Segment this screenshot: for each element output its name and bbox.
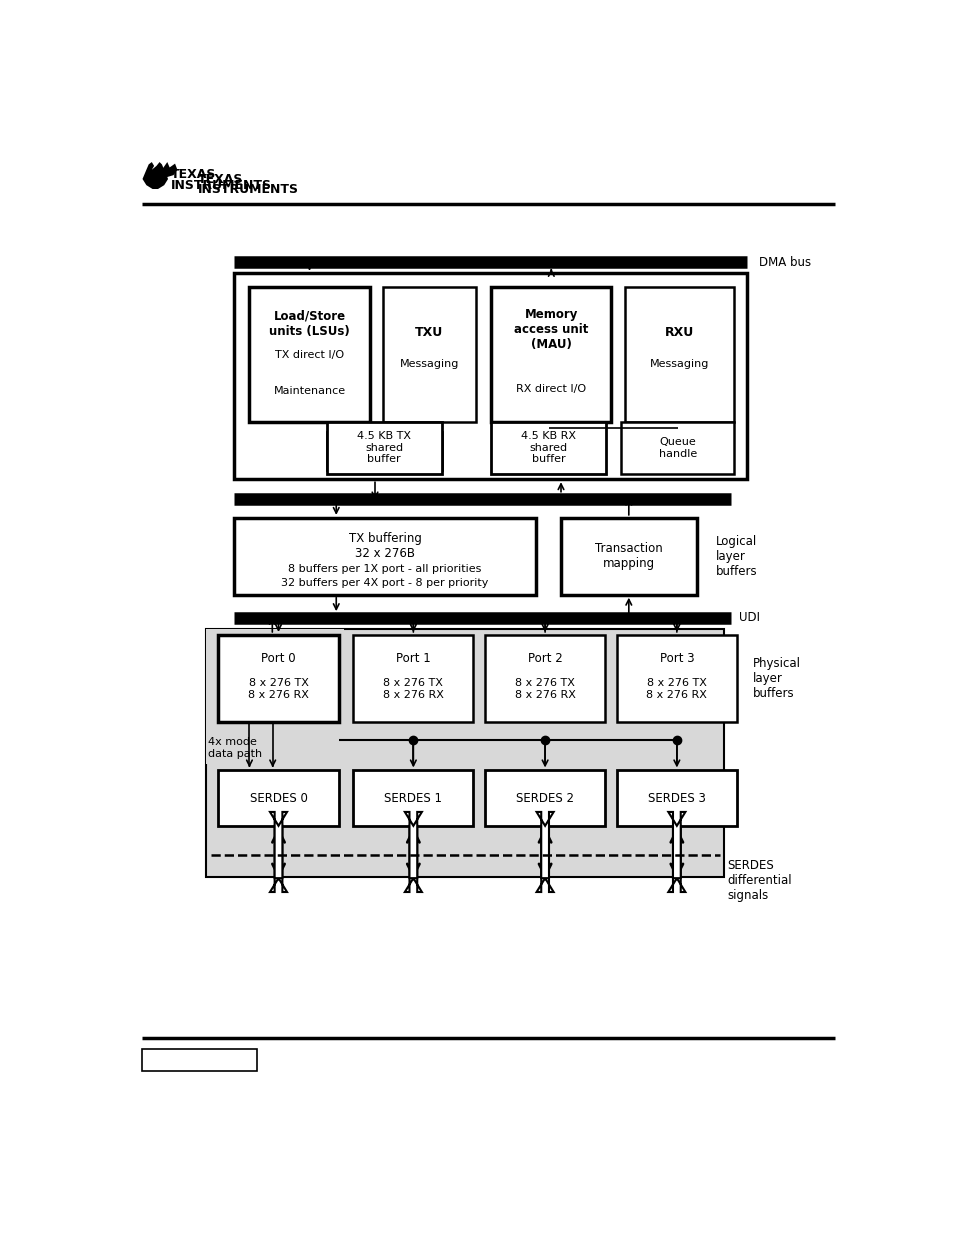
Bar — [206, 630, 344, 764]
Bar — [327, 431, 441, 471]
Bar — [233, 273, 746, 479]
Bar — [624, 287, 733, 421]
Bar — [491, 421, 605, 474]
Polygon shape — [404, 811, 421, 878]
Text: Maintenance: Maintenance — [274, 385, 345, 395]
Bar — [353, 771, 473, 826]
Text: INSTRUMENTS: INSTRUMENTS — [171, 179, 271, 191]
Text: Logical
layer
buffers: Logical layer buffers — [716, 535, 757, 578]
Text: Queue
handle: Queue handle — [658, 437, 696, 458]
Text: 8 x 276 TX
8 x 276 RX: 8 x 276 TX 8 x 276 RX — [514, 678, 575, 699]
Bar — [206, 630, 723, 877]
Text: TEXAS: TEXAS — [171, 168, 215, 182]
Polygon shape — [668, 811, 684, 878]
Polygon shape — [270, 826, 287, 892]
Text: Messaging: Messaging — [399, 359, 458, 369]
Bar — [327, 421, 441, 474]
Polygon shape — [536, 826, 553, 892]
Bar — [382, 287, 476, 421]
Text: SERDES 2: SERDES 2 — [516, 792, 574, 804]
Text: DMA bus: DMA bus — [758, 256, 810, 269]
Text: 32 buffers per 4X port - 8 per priority: 32 buffers per 4X port - 8 per priority — [281, 578, 488, 588]
Text: TXU: TXU — [415, 326, 443, 340]
Text: Load/Store
units (LSUs): Load/Store units (LSUs) — [269, 310, 350, 338]
Text: Messaging: Messaging — [649, 359, 708, 369]
Bar — [233, 517, 536, 595]
Bar — [484, 771, 604, 826]
Text: 32 x 276B: 32 x 276B — [355, 547, 415, 559]
Text: Port 0: Port 0 — [261, 652, 295, 664]
Text: 4.5 KB TX
shared
buffer: 4.5 KB TX shared buffer — [357, 431, 411, 464]
Text: UDI: UDI — [739, 611, 760, 625]
Polygon shape — [404, 826, 421, 892]
Text: RX direct I/O: RX direct I/O — [516, 384, 586, 394]
Bar — [353, 635, 473, 721]
Bar — [491, 287, 611, 421]
Text: 8 buffers per 1X port - all priorities: 8 buffers per 1X port - all priorities — [288, 564, 481, 574]
Bar — [218, 635, 338, 721]
Polygon shape — [536, 811, 553, 878]
Text: SERDES 3: SERDES 3 — [647, 792, 705, 804]
Polygon shape — [668, 826, 684, 892]
Text: 8 x 276 TX
8 x 276 RX: 8 x 276 TX 8 x 276 RX — [646, 678, 706, 699]
Text: Physical
layer
buffers: Physical layer buffers — [753, 657, 801, 700]
Text: TX buffering: TX buffering — [348, 531, 421, 545]
Text: 8 x 276 TX
8 x 276 RX: 8 x 276 TX 8 x 276 RX — [382, 678, 443, 699]
Text: TEXAS: TEXAS — [198, 173, 243, 185]
Bar — [218, 771, 338, 826]
Bar — [484, 635, 604, 721]
Text: 4.5 KB RX
shared
buffer: 4.5 KB RX shared buffer — [520, 431, 576, 464]
Bar — [617, 771, 736, 826]
Text: SERDES
differential
signals: SERDES differential signals — [727, 858, 791, 902]
Polygon shape — [159, 162, 177, 178]
Bar — [620, 421, 733, 474]
Text: INSTRUMENTS: INSTRUMENTS — [198, 183, 299, 196]
Text: SERDES 1: SERDES 1 — [384, 792, 442, 804]
Bar — [560, 517, 696, 595]
Text: Port 2: Port 2 — [527, 652, 562, 664]
Text: Port 3: Port 3 — [659, 652, 694, 664]
Text: 8 x 276 TX
8 x 276 RX: 8 x 276 TX 8 x 276 RX — [248, 678, 309, 699]
Text: TX direct I/O: TX direct I/O — [274, 350, 344, 359]
Text: Memory
access unit
(MAU): Memory access unit (MAU) — [514, 309, 588, 352]
Bar — [249, 287, 369, 421]
Polygon shape — [270, 811, 287, 878]
Text: SERDES 0: SERDES 0 — [250, 792, 307, 804]
Text: 4x mode
data path: 4x mode data path — [208, 737, 262, 758]
Polygon shape — [142, 162, 168, 189]
Bar — [142, 1049, 257, 1071]
Bar — [617, 635, 736, 721]
Text: RXU: RXU — [664, 326, 694, 340]
Text: Port 1: Port 1 — [395, 652, 431, 664]
Text: Transaction
mapping: Transaction mapping — [595, 542, 662, 571]
